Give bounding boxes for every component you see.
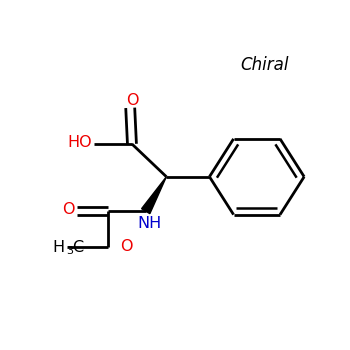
- Text: O: O: [120, 239, 133, 254]
- Text: NH: NH: [137, 216, 161, 231]
- Text: O: O: [126, 93, 138, 108]
- Polygon shape: [142, 177, 166, 214]
- Text: 3: 3: [66, 246, 73, 257]
- Text: H: H: [52, 240, 65, 255]
- Text: C: C: [72, 240, 84, 255]
- Text: O: O: [62, 202, 75, 217]
- Text: Chiral: Chiral: [240, 56, 289, 74]
- Text: HO: HO: [68, 135, 92, 150]
